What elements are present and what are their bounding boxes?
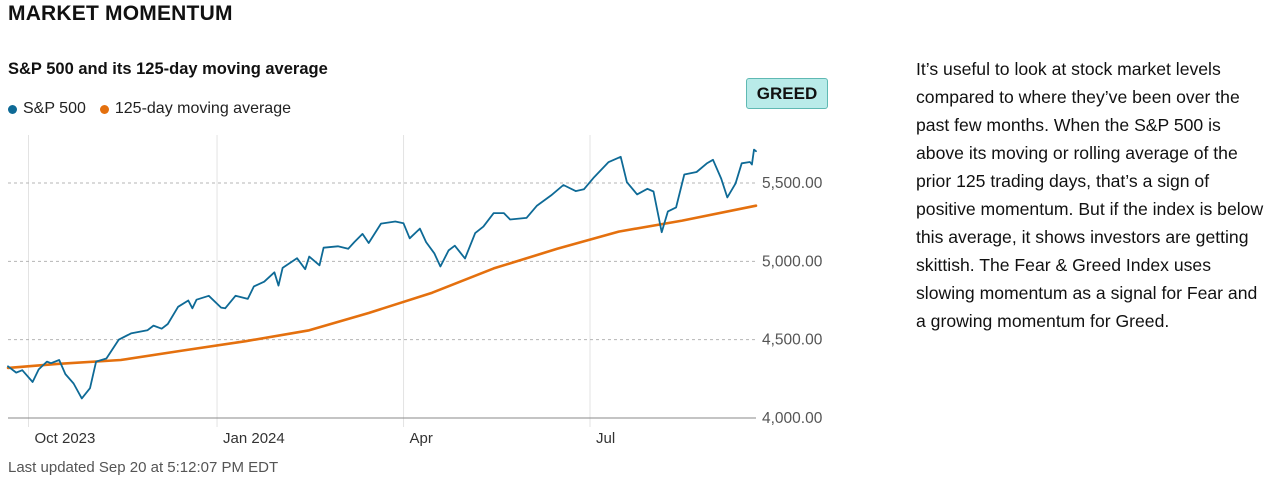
legend-item-sp500[interactable]: S&P 500 [8, 100, 86, 118]
y-tick-label: 4,500.00 [762, 332, 823, 349]
x-tick-label: Jul [596, 430, 615, 447]
chart-title: S&P 500 and its 125-day moving average [8, 60, 328, 78]
chart-grid [8, 135, 756, 427]
page-title: MARKET MOMENTUM [8, 2, 233, 25]
status-badge: GREED [746, 78, 828, 109]
series-lines [6, 148, 758, 400]
x-tick-label: Jan 2024 [223, 430, 285, 447]
legend-dot-moving-average [99, 104, 109, 114]
y-tick-label: 5,000.00 [762, 253, 823, 270]
x-tick-label: Apr [410, 430, 433, 447]
legend-label-moving-average: 125-day moving average [114, 100, 291, 117]
series-line-sp500[interactable] [7, 148, 757, 400]
y-tick-label: 4,000.00 [762, 410, 823, 427]
chart-legend: S&P 500 125-day moving average [8, 100, 305, 118]
description-text: It’s useful to look at stock market leve… [916, 59, 1264, 331]
legend-item-moving-average[interactable]: 125-day moving average [99, 100, 291, 118]
legend-label-sp500: S&P 500 [23, 100, 86, 117]
series-line-moving-average[interactable] [6, 204, 758, 370]
y-axis-tick-labels: 4,000.00 4,500.00 5,000.00 5,500.00 [762, 175, 823, 427]
last-updated-text: Last updated Sep 20 at 5:12:07 PM EDT [8, 459, 279, 476]
legend-dot-sp500 [8, 104, 17, 114]
x-tick-label: Oct 2023 [34, 430, 95, 447]
x-axis-tick-labels: Oct 2023 Jan 2024 Apr Jul [34, 430, 615, 447]
line-chart[interactable]: 4,000.00 4,500.00 5,000.00 5,500.00 Oct 202… [0, 0, 870, 460]
y-tick-label: 5,500.00 [762, 175, 823, 192]
